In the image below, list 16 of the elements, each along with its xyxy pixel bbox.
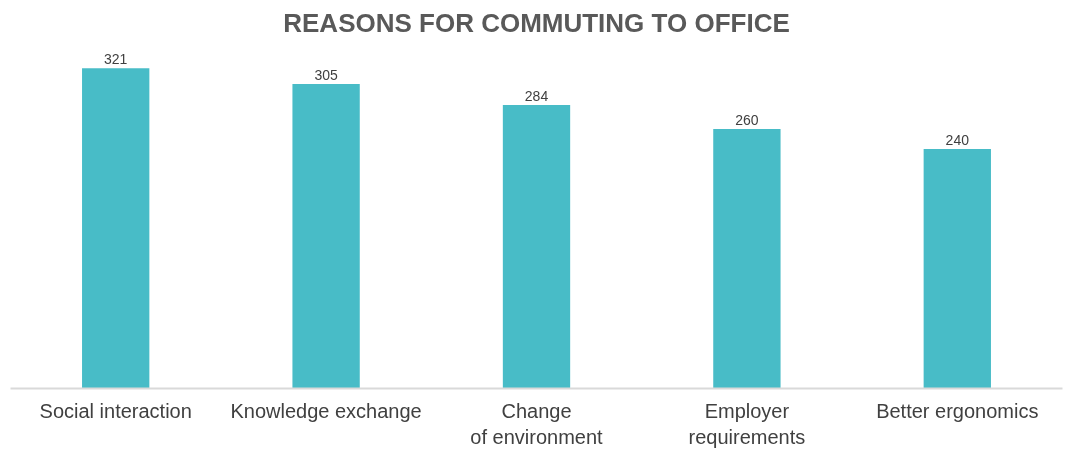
- x-tick-label: Knowledge exchange: [230, 399, 422, 422]
- x-tick-label: Social interaction: [39, 399, 192, 422]
- bar: [713, 129, 781, 389]
- bar: [82, 68, 150, 389]
- data-label: 284: [524, 88, 549, 105]
- bar: [502, 105, 571, 389]
- data-label: 240: [945, 131, 970, 148]
- bar: [923, 148, 991, 389]
- bar: [292, 84, 360, 389]
- data-label: 321: [104, 51, 128, 68]
- x-tick-label: Employer requirements: [688, 399, 806, 448]
- chart-title: REASONS FOR COMMUTING TO OFFICE: [283, 7, 790, 38]
- data-label: 260: [735, 112, 759, 129]
- data-label: 305: [314, 67, 338, 84]
- x-tick-label: Better ergonomics: [876, 399, 1039, 422]
- x-tick-label: Change of environment: [470, 399, 604, 448]
